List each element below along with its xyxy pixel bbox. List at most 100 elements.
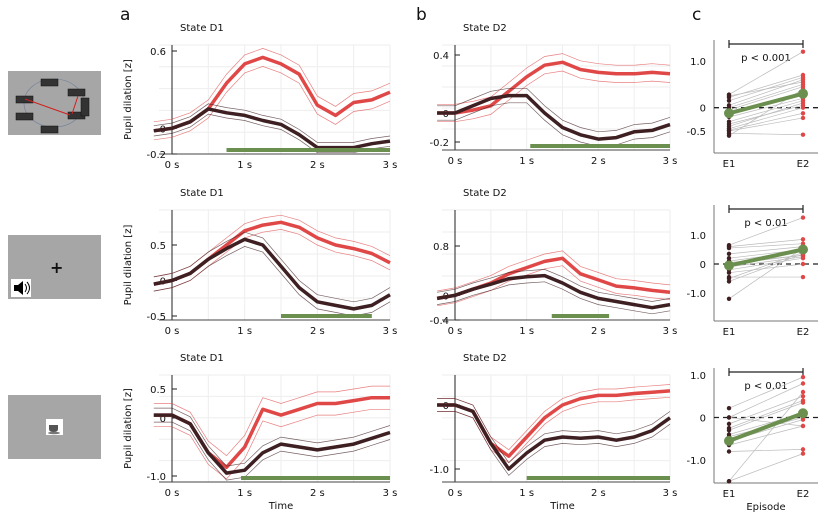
mean-line: [728, 247, 804, 268]
e1-point: [726, 449, 732, 454]
paired-line: [728, 117, 804, 132]
paired-line: [728, 253, 804, 282]
x-tick-label: E2: [797, 327, 810, 338]
x-tick-label: 1 s: [519, 156, 534, 167]
error-band-upper: [153, 231, 391, 303]
chart-title: State D2: [463, 23, 507, 34]
y-tick-label: -0.5: [146, 312, 166, 323]
x-tick-label: 3 s: [383, 160, 398, 171]
e2-point: [800, 111, 806, 116]
paired-line: [728, 107, 804, 130]
paired-line: [728, 239, 804, 247]
y-tick-label: -0.2: [429, 138, 449, 149]
y-tick-label: 1.0: [690, 231, 706, 242]
dark-series-line: [153, 237, 391, 311]
x-tick-label: 0 s: [448, 156, 463, 167]
x-tick-label: 3 s: [383, 488, 398, 499]
paired-line: [728, 257, 804, 271]
x-tick-label: 3 s: [663, 488, 678, 499]
y-tick-label: 1.0: [690, 57, 706, 68]
paired-line: [728, 217, 804, 246]
x-tick-label: E2: [797, 489, 810, 500]
e2-point: [800, 451, 806, 456]
paired-line: [728, 132, 804, 136]
error-band-lower: [437, 102, 671, 147]
paired-line: [728, 391, 804, 482]
e2-point: [800, 374, 806, 380]
x-tick-label: E2: [797, 159, 810, 170]
error-band-lower: [437, 70, 671, 123]
x-tick-label: 3 s: [663, 326, 678, 337]
y-tick-label: -1.0: [429, 465, 449, 476]
cup-glyph: [49, 425, 58, 432]
red-series-line: [437, 60, 671, 115]
speaker-glyph: [14, 281, 23, 295]
p-value-annotation: p < 0.01: [744, 218, 787, 229]
e1-point: [726, 296, 732, 301]
e1-point: [726, 415, 732, 420]
y-tick-label: 0: [700, 260, 706, 271]
paired-line: [728, 100, 804, 123]
e2-point: [800, 381, 806, 386]
e2-point: [800, 398, 806, 403]
error-band-upper: [153, 103, 391, 143]
error-band-upper: [437, 269, 671, 302]
x-tick-label: 2 s: [591, 326, 606, 337]
mean-line: [728, 91, 804, 116]
x-tick-label: 2 s: [591, 488, 606, 499]
state-node: [67, 88, 86, 97]
coffee-cup-icon: [8, 395, 101, 459]
y-tick-label: -1.0: [686, 456, 706, 467]
e1-point: [726, 425, 732, 431]
mean-point: [724, 435, 734, 446]
transition-arrow: [24, 98, 71, 116]
paired-line: [728, 383, 804, 418]
paired-line: [728, 104, 804, 125]
y-tick-label: 0: [160, 414, 166, 425]
dark-series-line: [436, 273, 671, 310]
paired-line: [728, 83, 804, 109]
paired-line: [728, 246, 804, 255]
e2-point: [800, 215, 806, 220]
error-band-lower: [153, 421, 391, 481]
x-axis-label: Time: [268, 501, 293, 512]
y-tick-label: -0.2: [146, 150, 166, 161]
mean-point: [798, 244, 808, 255]
x-tick-label: E1: [723, 327, 736, 338]
error-band-lower: [437, 281, 671, 315]
y-tick-label: -0.4: [429, 316, 449, 327]
e2-point: [800, 394, 806, 399]
y-tick-label: -0.5: [686, 127, 706, 138]
mean-line: [728, 411, 804, 443]
y-axis-label: Pupil dilation [z]: [123, 388, 134, 469]
e1-point: [726, 98, 732, 103]
state-node: [15, 112, 34, 121]
y-tick-label: 0: [700, 414, 706, 425]
paired-scatter-panel: 1.0 0 -0.5 E1 E2 p < 0.001: [686, 40, 818, 170]
dark-series-line: [437, 93, 671, 141]
x-tick-label: 0 s: [165, 326, 180, 337]
e2-point: [800, 237, 806, 242]
error-band-upper: [153, 385, 390, 457]
e1-point: [726, 479, 732, 484]
paired-line: [728, 112, 804, 131]
x-tick-label: 3 s: [383, 326, 398, 337]
significance-bracket: [728, 368, 804, 376]
dark-series-line: [437, 403, 672, 471]
transition-arrow: [71, 95, 79, 115]
y-tick-label: -1.0: [146, 472, 166, 483]
y-tick-label: 0: [700, 104, 706, 115]
y-axis-label: Pupil dilation [z]: [123, 225, 134, 306]
x-axis-label: Time: [549, 501, 574, 512]
paired-line: [728, 243, 804, 249]
y-axis-label: Pupil dilation [z]: [123, 59, 134, 140]
e2-point: [800, 115, 806, 121]
state-node: [80, 97, 90, 117]
paired-line: [728, 86, 804, 111]
y-tick-label: 0.6: [150, 47, 166, 58]
x-tick-label: 0 s: [448, 488, 463, 499]
e1-point: [726, 405, 732, 411]
x-tick-label: 0 s: [448, 326, 463, 337]
